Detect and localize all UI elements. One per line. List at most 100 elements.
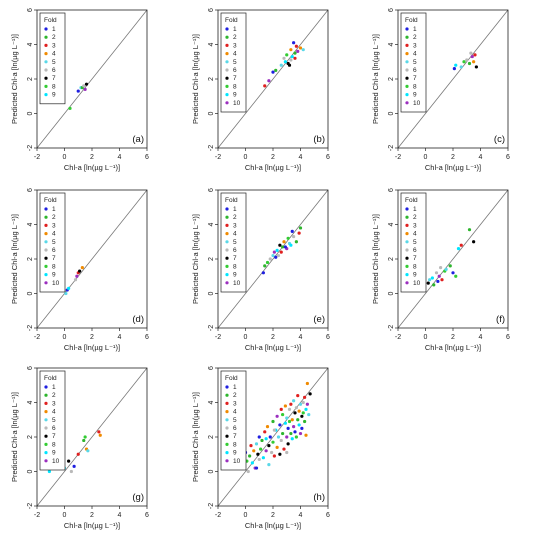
identity-line: [36, 367, 148, 507]
data-point: [293, 51, 297, 55]
data-point: [276, 253, 281, 258]
data-point: [272, 250, 276, 254]
data-point: [282, 56, 286, 60]
data-point: [267, 444, 271, 448]
data-point: [296, 49, 300, 54]
data-point: [296, 394, 300, 398]
panel-label: (e): [313, 314, 325, 325]
legend-label: 3: [52, 222, 56, 229]
legend-marker: [405, 248, 409, 252]
y-tick-label: 2: [27, 77, 34, 81]
legend-marker: [405, 240, 409, 244]
legend-label: 4: [413, 231, 417, 238]
legend-marker: [405, 93, 409, 97]
data-point: [98, 433, 102, 437]
data-point: [78, 269, 82, 273]
legend-label: 4: [233, 231, 237, 238]
identity-line: [36, 9, 148, 149]
legend-marker: [225, 52, 229, 56]
data-point: [287, 419, 292, 424]
legend-title: Fold: [225, 17, 238, 24]
legend-label: 6: [52, 425, 56, 432]
y-tick-label: 6: [208, 366, 215, 370]
legend-label: 3: [233, 222, 237, 229]
data-point: [68, 106, 72, 110]
legend-marker: [225, 68, 229, 72]
y-tick-label: 2: [27, 257, 34, 261]
data-point: [67, 286, 71, 290]
legend-label: 6: [413, 67, 417, 74]
legend-label: 9: [233, 272, 237, 279]
data-point: [301, 411, 305, 415]
legend-marker: [225, 426, 229, 430]
legend-marker: [44, 410, 48, 414]
panel-label: (d): [132, 314, 144, 325]
data-point: [276, 435, 281, 439]
data-point: [294, 406, 298, 410]
x-tick-label: 0: [63, 334, 67, 341]
data-point: [432, 283, 436, 287]
x-tick-label: 2: [90, 334, 94, 341]
legend-marker: [405, 273, 409, 277]
data-point: [289, 402, 293, 406]
data-point: [260, 438, 264, 443]
x-axis-label: Chl-a [ln(µg L⁻¹)]: [425, 343, 481, 352]
x-tick-label: -2: [34, 334, 40, 341]
legend-title: Fold: [405, 197, 418, 204]
data-point: [80, 266, 84, 270]
legend-label: 4: [413, 51, 417, 58]
legend-label: 2: [413, 214, 417, 221]
y-tick-label: 2: [208, 257, 215, 261]
data-point: [298, 46, 303, 50]
data-point: [76, 452, 80, 456]
legend-label: 5: [233, 417, 237, 424]
legend-label: 5: [233, 59, 237, 66]
x-tick-label: -2: [34, 512, 40, 519]
x-axis-label: Chl-a [ln(µg L⁻¹)]: [64, 521, 120, 530]
data-point: [285, 53, 289, 57]
data-point: [271, 70, 275, 74]
legend-marker: [44, 27, 48, 31]
x-tick-label: 6: [145, 512, 149, 519]
y-tick-label: 0: [208, 291, 215, 295]
legend-marker: [405, 68, 409, 72]
x-axis-label: Chl-a [ln(µg L⁻¹)]: [64, 163, 120, 172]
legend-marker: [225, 240, 229, 244]
y-axis-label: Predicted Chl-a [ln(µg L⁻¹)]: [10, 214, 19, 304]
legend-marker: [405, 264, 409, 268]
legend-label: 8: [233, 441, 237, 448]
legend-label: 10: [413, 280, 421, 287]
legend-label: 9: [52, 450, 56, 457]
legend-box: [39, 192, 66, 293]
data-point: [267, 463, 271, 467]
x-tick-label: 6: [326, 334, 330, 341]
data-point: [473, 53, 477, 57]
data-point: [436, 279, 440, 284]
x-tick-label: 4: [479, 154, 483, 161]
identity-line: [397, 9, 509, 149]
data-point: [282, 240, 286, 244]
data-point: [83, 435, 87, 439]
y-tick-label: 4: [388, 42, 395, 46]
legend-label: 2: [52, 34, 56, 41]
legend-label: 2: [233, 214, 237, 221]
data-point: [292, 425, 296, 429]
legend-marker: [44, 76, 48, 80]
legend-label: 10: [52, 280, 60, 287]
x-tick-label: 2: [451, 154, 455, 161]
y-tick-label: 0: [27, 469, 34, 473]
legend-label: 7: [52, 255, 56, 262]
panel-label: (f): [496, 314, 505, 325]
x-tick-label: 2: [90, 154, 94, 161]
legend-marker: [44, 215, 48, 219]
legend-label: 5: [413, 239, 417, 246]
legend-label: 8: [52, 263, 56, 270]
legend-marker: [44, 248, 48, 252]
legend-marker: [44, 273, 48, 277]
y-tick-label: -2: [208, 145, 215, 151]
data-point: [300, 414, 304, 418]
scatter-panel: -2 0 2 4 6 -2 0 2 4 6 Chl-a [ln(µg L⁻¹)] Predicted …: [191, 366, 330, 530]
x-tick-label: -2: [215, 154, 221, 161]
data-point: [82, 438, 86, 443]
data-point: [459, 65, 463, 69]
